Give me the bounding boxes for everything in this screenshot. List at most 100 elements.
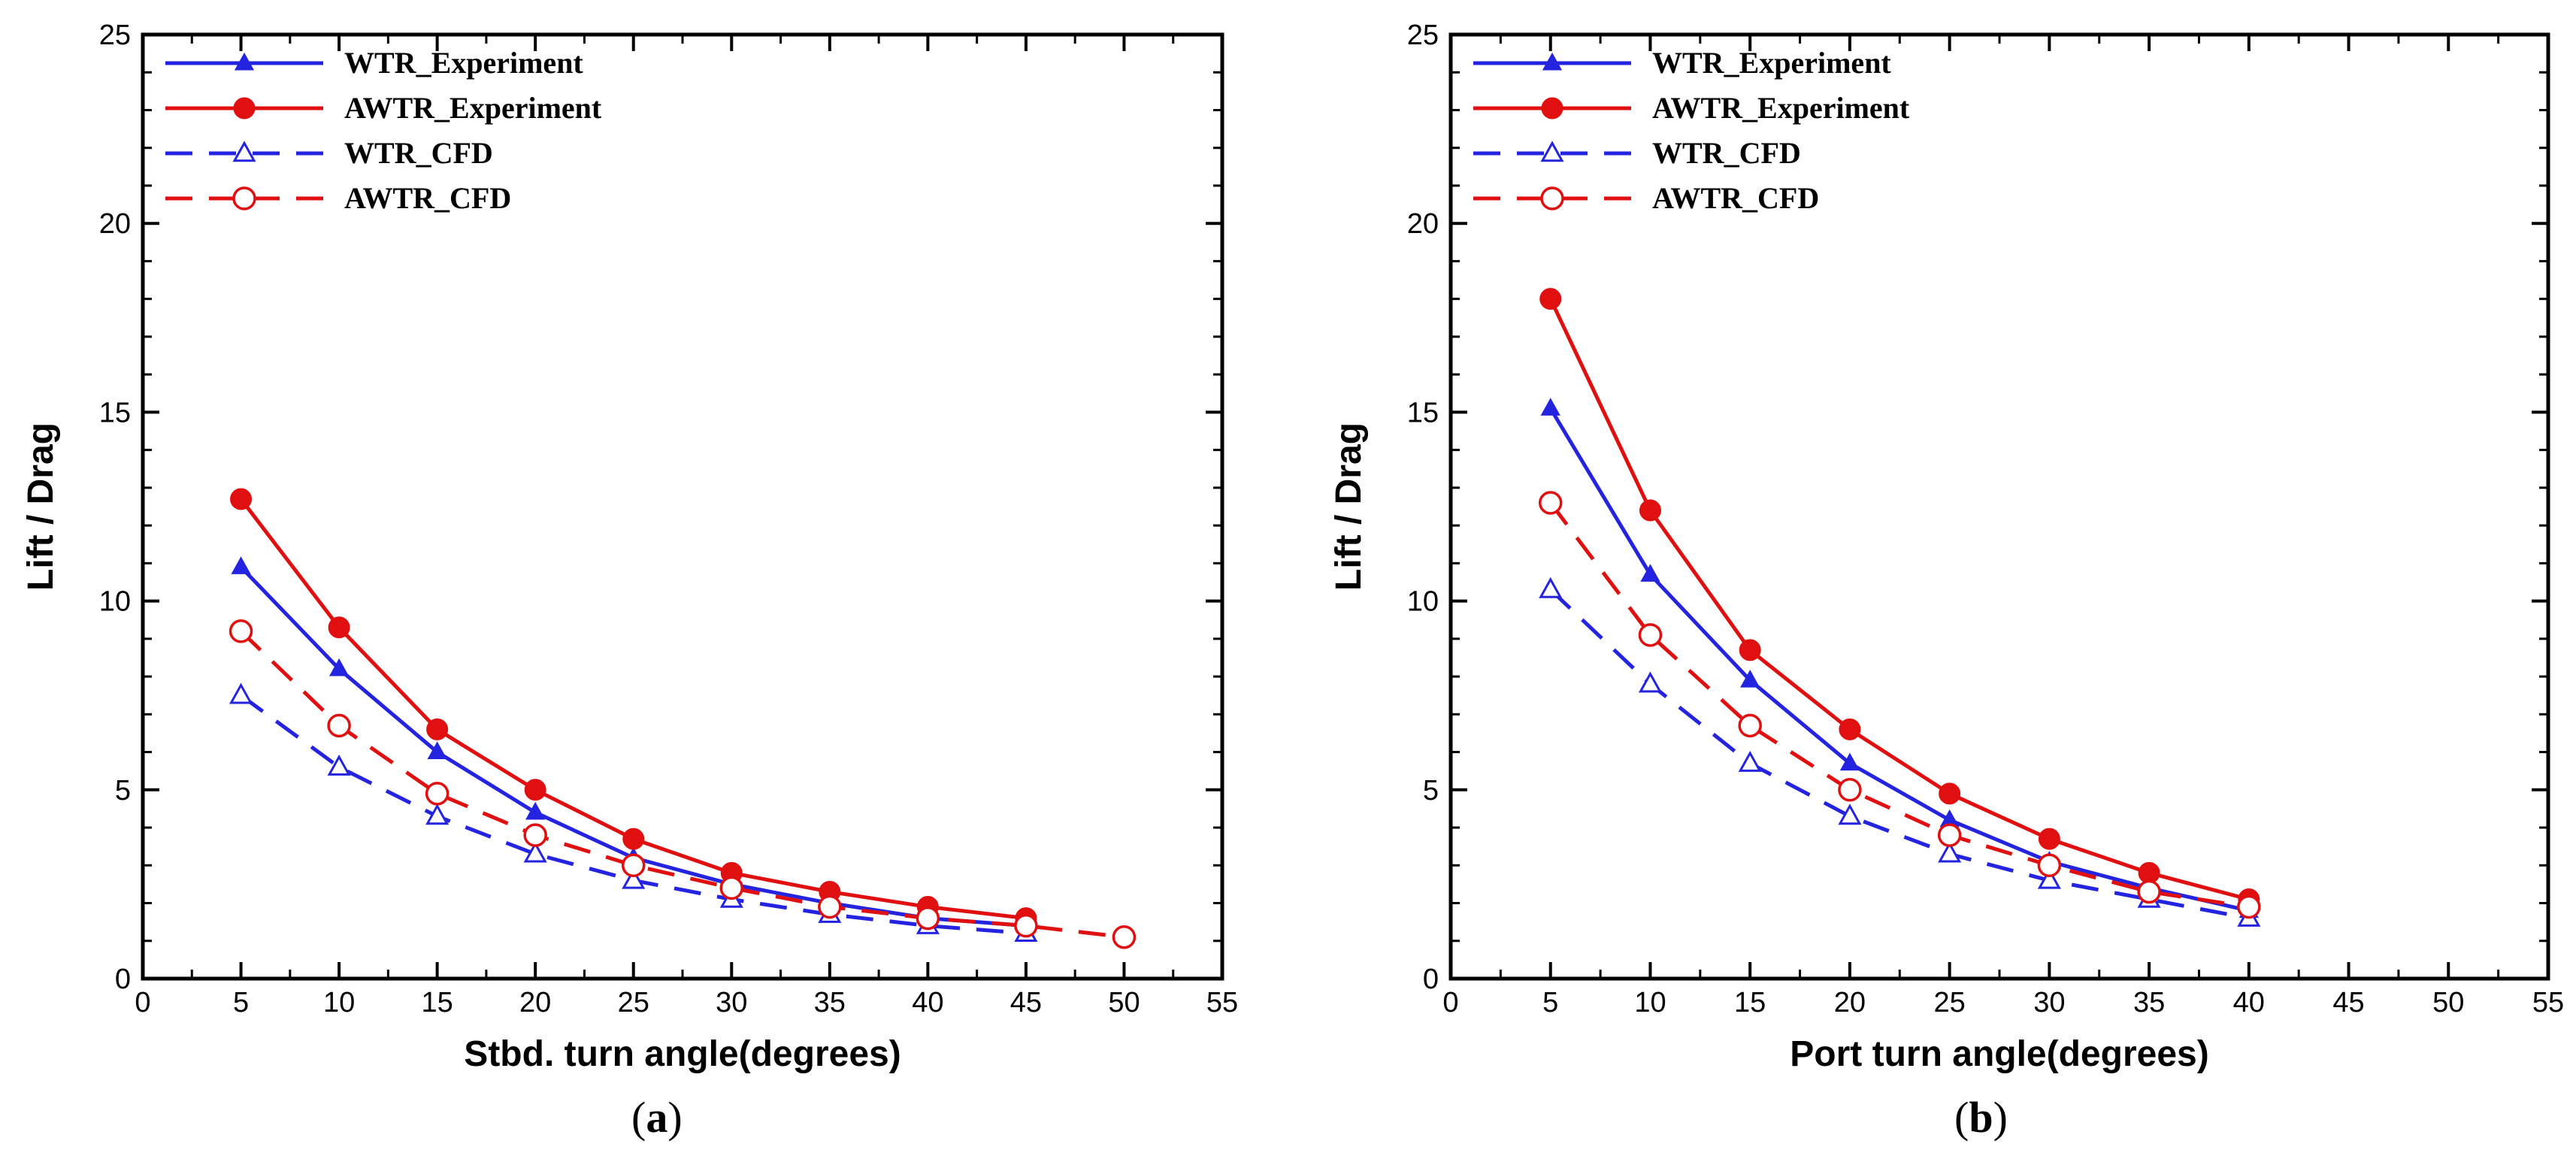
panel-caption: (a) [631,1093,683,1142]
data-point [1539,288,1562,310]
legend-label: AWTR_Experiment [1652,91,1910,125]
legend-marker [232,141,256,162]
data-point [2237,894,2261,919]
data-point [622,828,645,850]
data-point [622,867,646,889]
x-tick-label: 0 [135,987,150,1018]
panel-caption: (b) [1954,1093,2008,1142]
x-tick-label: 30 [716,987,747,1018]
data-point [1112,925,1137,949]
data-point [1739,639,1761,661]
legend-item-AWTR_Experiment: AWTR_Experiment [165,91,602,125]
x-tick-label: 55 [1206,987,1238,1018]
x-tick-label: 15 [421,987,453,1018]
y-tick-label: 5 [1423,775,1439,807]
legend-marker [1541,97,1563,120]
axis-tick-labels: 0 5 10 15 20 25 30 35 40 45 50 55 0 5 10 15 20 25 [99,20,1238,1018]
data-point [1638,671,1663,693]
data-point [525,801,546,820]
data-point [425,782,450,806]
legend-item-WTR_CFD: WTR_CFD [1473,136,1801,170]
x-tick-label: 15 [1734,987,1766,1018]
data-point [2038,828,2060,850]
legend-marker [1540,186,1564,210]
legend-marker [232,186,256,210]
legend-item-WTR_CFD: WTR_CFD [165,136,493,170]
data-point [1740,669,1760,688]
data-point [328,658,350,676]
legend: WTR_Experiment AWTR_Experiment WTR_CFD AWTR… [1473,46,1910,215]
legend-marker [234,52,255,71]
data-point [1937,823,1962,847]
data-point [425,803,450,825]
panel-label: a [646,1093,667,1142]
data-point [1938,841,1962,863]
y-tick-label: 20 [99,208,131,240]
legend: WTR_Experiment AWTR_Experiment WTR_CFD AWTR… [165,46,602,215]
x-tick-label: 25 [1933,987,1965,1018]
x-tick-label: 40 [2233,987,2265,1018]
data-point [524,779,546,801]
data-point [1839,718,1861,740]
series-line [239,629,1125,940]
legend-label: WTR_Experiment [1652,46,1891,80]
series-line [1548,501,2250,909]
y-tick-label: 10 [1407,586,1439,618]
series-line [240,694,1027,936]
legend-label: WTR_CFD [1652,136,1801,170]
data-point [2137,879,2161,904]
series-line [1548,407,2250,913]
axis-ticks [1449,33,2550,980]
x-tick-label: 25 [618,987,649,1018]
y-tick-label: 10 [99,586,131,618]
x-tick-label: 45 [2332,987,2364,1018]
x-tick-label: 50 [1108,987,1140,1018]
data-point [229,619,253,643]
series-AWTR_CFD [1538,491,2261,919]
legend-label: AWTR_CFD [344,181,511,215]
data-point [621,853,646,878]
y-tick-label: 15 [99,397,131,428]
data-series [1538,288,2261,927]
data-point [229,682,253,704]
x-tick-label: 30 [2033,987,2065,1018]
x-tick-label: 50 [2432,987,2464,1018]
y-axis-title: Lift / Drag [1329,422,1369,591]
x-tick-label: 35 [2133,987,2165,1018]
x-tick-label: 45 [1010,987,1042,1018]
data-point [231,556,251,574]
legend-label: AWTR_Experiment [344,91,602,125]
x-axis-title: Port turn angle(degrees) [1790,1034,2208,1074]
x-tick-label: 5 [233,987,249,1018]
axis-ticks [141,33,1224,980]
legend-item-WTR_Experiment: WTR_Experiment [1473,46,1891,80]
legend-label: WTR_CFD [344,136,493,170]
data-point [719,876,744,900]
y-tick-label: 0 [1423,964,1439,995]
data-point [1539,577,1563,598]
chart-panel-a: 0 5 10 15 20 25 30 35 40 45 50 55 0 5 10 15 20 25 WTR_Exp… [21,20,1238,1142]
legend-marker [1540,141,1564,162]
data-point [1839,752,1860,771]
data-point [523,841,547,863]
legend-item-WTR_Experiment: WTR_Experiment [165,46,583,80]
data-point [2037,867,2061,889]
legend-item-AWTR_CFD: AWTR_CFD [165,181,511,215]
x-tick-label: 10 [323,987,355,1018]
data-point [1838,778,1862,802]
data-point [1738,713,1762,738]
y-tick-label: 0 [115,964,131,995]
data-series [229,488,1137,949]
series-line [1549,588,2250,921]
y-tick-label: 25 [1407,20,1439,51]
series-line [1548,298,2250,901]
data-point [1540,398,1560,416]
data-point [1639,499,1661,522]
data-point [328,616,350,639]
legend-label: AWTR_CFD [1652,181,1819,215]
y-tick-label: 5 [115,775,131,807]
legend-marker [1542,52,1563,71]
data-point [818,894,842,919]
x-tick-label: 5 [1542,987,1558,1018]
